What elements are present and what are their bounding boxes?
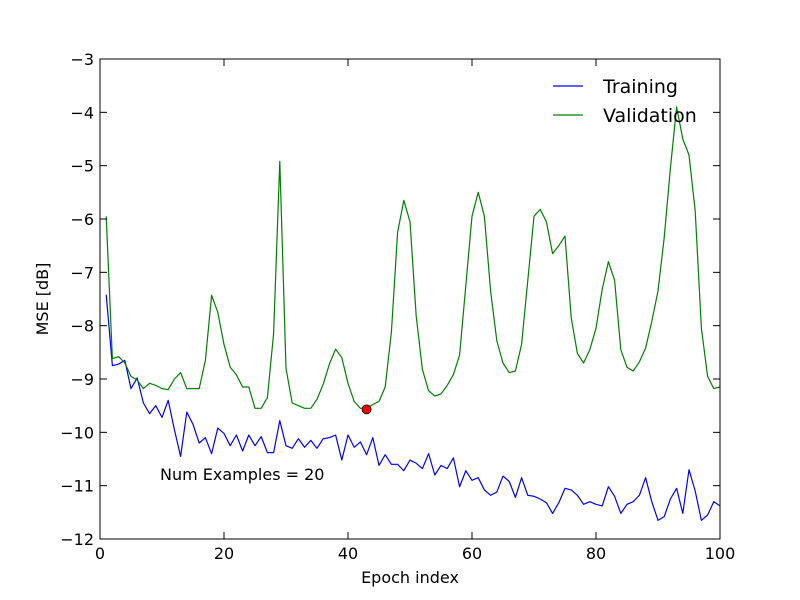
x-tick-label: 100 [705, 544, 736, 563]
y-tick-label: −12 [60, 530, 94, 549]
best-validation-marker [361, 404, 372, 415]
plot-layer: 0 20 40 60 80 100 −12 −11 −10 −9 −8 −7 −6 −5 −4 −3 [60, 50, 735, 563]
series-line-training [105, 294, 720, 521]
y-tick-label: −6 [70, 210, 94, 229]
x-tick-label: 0 [95, 544, 105, 563]
x-axis-label: Epoch index [361, 568, 459, 587]
x-tick-label: 20 [214, 544, 234, 563]
y-tick-label: −3 [70, 50, 94, 69]
y-tick-label: −11 [60, 477, 94, 496]
y-tick-label: −5 [70, 157, 94, 176]
legend-label-validation: Validation [603, 105, 697, 127]
plot-frame [99, 58, 721, 540]
y-axis-label: MSE [dB] [33, 263, 52, 336]
x-tick-label: 40 [338, 544, 358, 563]
x-tick-label: 80 [586, 544, 606, 563]
annotation-text: Num Examples = 20 [160, 465, 324, 484]
x-tick-label: 60 [462, 544, 482, 563]
series-line-validation [105, 106, 720, 409]
y-tick-label: −10 [60, 423, 94, 442]
y-tick-label: −8 [70, 317, 94, 336]
y-tick-label: −9 [70, 370, 94, 389]
legend-label-training: Training [602, 76, 678, 98]
y-tick-label: −4 [70, 103, 94, 122]
legend: Training Validation [553, 76, 697, 127]
y-tick-label: −7 [70, 263, 94, 282]
